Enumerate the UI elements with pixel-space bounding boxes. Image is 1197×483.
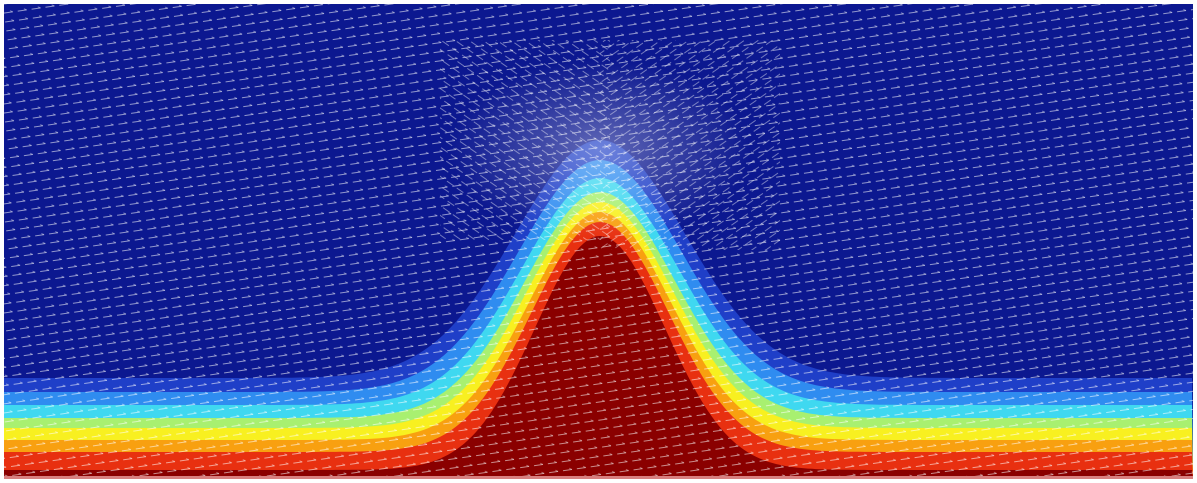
vortex-highlight: [450, 60, 750, 240]
bottom-edge: [4, 476, 1193, 479]
page: (() => { const svg = document.getElement…: [0, 0, 1197, 483]
flow-field-image: [0, 0, 1197, 483]
